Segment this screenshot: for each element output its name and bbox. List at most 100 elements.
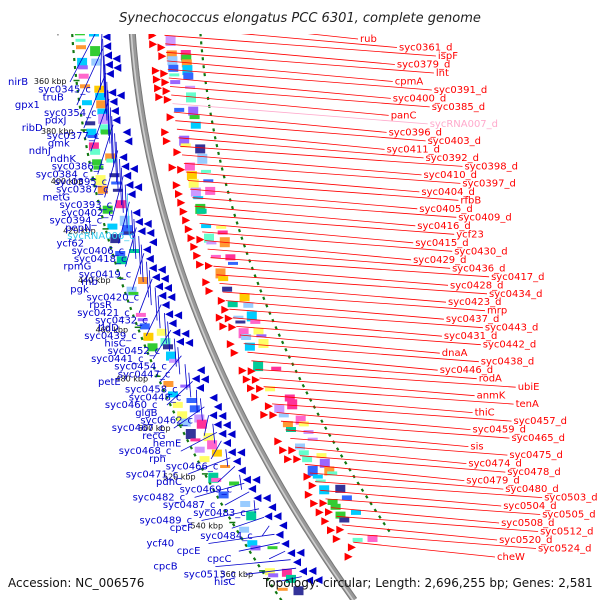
gene-label[interactable]: syc0459_d: [473, 425, 526, 436]
gene-label[interactable]: syc0441_c: [91, 354, 144, 365]
gene-label[interactable]: ycf40: [147, 539, 175, 550]
gene-label[interactable]: ispF: [438, 51, 458, 62]
gene-label[interactable]: syc0403_d: [428, 136, 481, 147]
gene-label[interactable]: syc0402_c: [61, 208, 114, 219]
gene-label[interactable]: mrp: [487, 306, 507, 317]
gene-label[interactable]: petE: [98, 377, 121, 388]
gene-label[interactable]: syc0395_c: [55, 177, 108, 188]
gene-label[interactable]: syc0478_d: [507, 467, 560, 478]
gene-label[interactable]: syc0418_c: [74, 254, 127, 265]
gene-label[interactable]: gmk: [48, 139, 70, 150]
gene-label[interactable]: syc0438_d: [481, 357, 534, 368]
gene-label[interactable]: tenA: [516, 399, 539, 410]
gene-label[interactable]: tldD: [98, 323, 119, 334]
gene-label[interactable]: syc0469_c: [180, 485, 233, 496]
gene-label[interactable]: syc0482_c: [133, 492, 186, 503]
gene-label[interactable]: syc0513_c: [184, 569, 237, 580]
gene-label[interactable]: syc0483_c: [193, 508, 246, 519]
gene-label[interactable]: syc0361_d: [399, 43, 452, 54]
gene-label[interactable]: panC: [391, 110, 417, 121]
gene-label[interactable]: syc0386_c: [52, 162, 105, 173]
gene-label[interactable]: sis: [470, 442, 483, 453]
gene-label[interactable]: pdxJ: [45, 116, 67, 127]
gene-label[interactable]: gpx1: [15, 100, 40, 111]
gene-label[interactable]: ycf23: [456, 229, 484, 240]
gene-label[interactable]: pdhC: [156, 477, 182, 488]
gene-label[interactable]: hisC: [214, 577, 235, 588]
gene-label[interactable]: syc0411_d: [387, 144, 440, 155]
gene-label[interactable]: syc0431_d: [444, 331, 497, 342]
gene-label[interactable]: rnb: [81, 277, 98, 288]
gene-label[interactable]: syc0524_d: [538, 544, 591, 555]
gene-label[interactable]: syc0434_d: [489, 289, 542, 300]
gene-label[interactable]: syc0439_c: [84, 331, 137, 342]
gene-label[interactable]: pepN: [65, 223, 91, 234]
gene-label[interactable]: syc0447_c: [118, 369, 171, 380]
gene-label[interactable]: syc0437_d: [446, 314, 499, 325]
gene-label[interactable]: syc0392_d: [426, 153, 479, 164]
gene-label[interactable]: rpmG: [63, 262, 91, 273]
gene-label[interactable]: cheW: [497, 552, 525, 563]
gene-label[interactable]: cpcB: [153, 562, 177, 573]
gene-label[interactable]: ndhJ: [29, 146, 51, 157]
gene-label[interactable]: rodA: [479, 374, 502, 385]
gene-label[interactable]: syc0394_c: [50, 216, 103, 227]
gene-label[interactable]: syc0442_d: [483, 340, 536, 351]
gene-label[interactable]: recG: [142, 431, 165, 442]
gene-label[interactable]: syc0475_d: [509, 450, 562, 461]
gene-label[interactable]: thiC: [475, 408, 495, 419]
gene-label[interactable]: hemE: [153, 439, 182, 450]
gene-label[interactable]: syc0354_c: [44, 108, 97, 119]
gene-label[interactable]: syc0421_c: [77, 308, 130, 319]
gene-label[interactable]: syc0452_c: [108, 346, 161, 357]
gene-label[interactable]: syc0487_c: [163, 500, 216, 511]
gene-label[interactable]: syc0468_c: [119, 446, 172, 457]
gene-label[interactable]: nirB: [8, 77, 28, 88]
gene-label[interactable]: syc0471_c: [126, 469, 179, 480]
gene-label[interactable]: syc0345_c: [38, 85, 91, 96]
gene-label[interactable]: pgk: [70, 285, 89, 296]
gene-label[interactable]: syc0393_c: [60, 200, 113, 211]
gene-label[interactable]: syc0400_d: [393, 93, 446, 104]
gene-label[interactable]: syc0377_c: [47, 131, 100, 142]
gene-label[interactable]: syc0379_d: [397, 60, 450, 71]
gene-label[interactable]: syc0480_d: [505, 484, 558, 495]
gene-label[interactable]: ubiE: [518, 382, 540, 393]
gene-label[interactable]: syc0410_d: [424, 170, 477, 181]
gene-label[interactable]: syc0484_c: [200, 531, 253, 542]
gene-label[interactable]: syc0436_d: [452, 263, 505, 274]
gene-label[interactable]: syc0443_d: [485, 323, 538, 334]
gene-label[interactable]: syc0448_c: [129, 392, 182, 403]
gene-label[interactable]: glgB: [135, 408, 157, 419]
gene-label[interactable]: syc0415_d: [415, 238, 468, 249]
gene-label[interactable]: syc0385_d: [432, 102, 485, 113]
gene-label[interactable]: syc0384_c: [36, 169, 89, 180]
gene-label[interactable]: syc0474_d: [468, 459, 521, 470]
gene-label[interactable]: syc0417_d: [491, 272, 544, 283]
gene-label[interactable]: lnt: [436, 68, 449, 79]
gene-label[interactable]: syc0404_d: [421, 187, 474, 198]
gene-label[interactable]: syc0503_d: [544, 493, 597, 504]
gene-label[interactable]: rpsR: [89, 300, 112, 311]
gene-label[interactable]: hisC: [104, 339, 125, 350]
gene-label[interactable]: syc0520_d: [499, 535, 552, 546]
gene-label[interactable]: syc0454_c: [114, 362, 167, 373]
gene-label[interactable]: syc0462_c: [140, 416, 193, 427]
gene-label[interactable]: syc0405_d: [419, 204, 472, 215]
gene-label[interactable]: sycRNA007_d: [430, 119, 498, 130]
gene-label[interactable]: cpmA: [395, 77, 424, 88]
gene-label[interactable]: syc0398_d: [465, 161, 518, 172]
gene-label[interactable]: syc0466_c: [166, 462, 219, 473]
gene-label[interactable]: ndhK: [50, 154, 76, 165]
gene-label[interactable]: anmK: [477, 391, 506, 402]
gene-label[interactable]: truB: [43, 92, 64, 103]
gene-label[interactable]: cpcF: [170, 523, 193, 534]
gene-label[interactable]: dnaA: [442, 348, 468, 359]
gene-label[interactable]: ycf62: [57, 239, 85, 250]
gene-label[interactable]: syc0432_c: [95, 316, 148, 327]
gene-label[interactable]: syc0512_d: [540, 527, 593, 538]
gene-label[interactable]: rfbB: [460, 195, 481, 206]
gene-label[interactable]: syc0420_c: [87, 292, 140, 303]
gene-label[interactable]: syc0429_d: [413, 255, 466, 266]
gene-label[interactable]: syc0446_d: [440, 365, 493, 376]
